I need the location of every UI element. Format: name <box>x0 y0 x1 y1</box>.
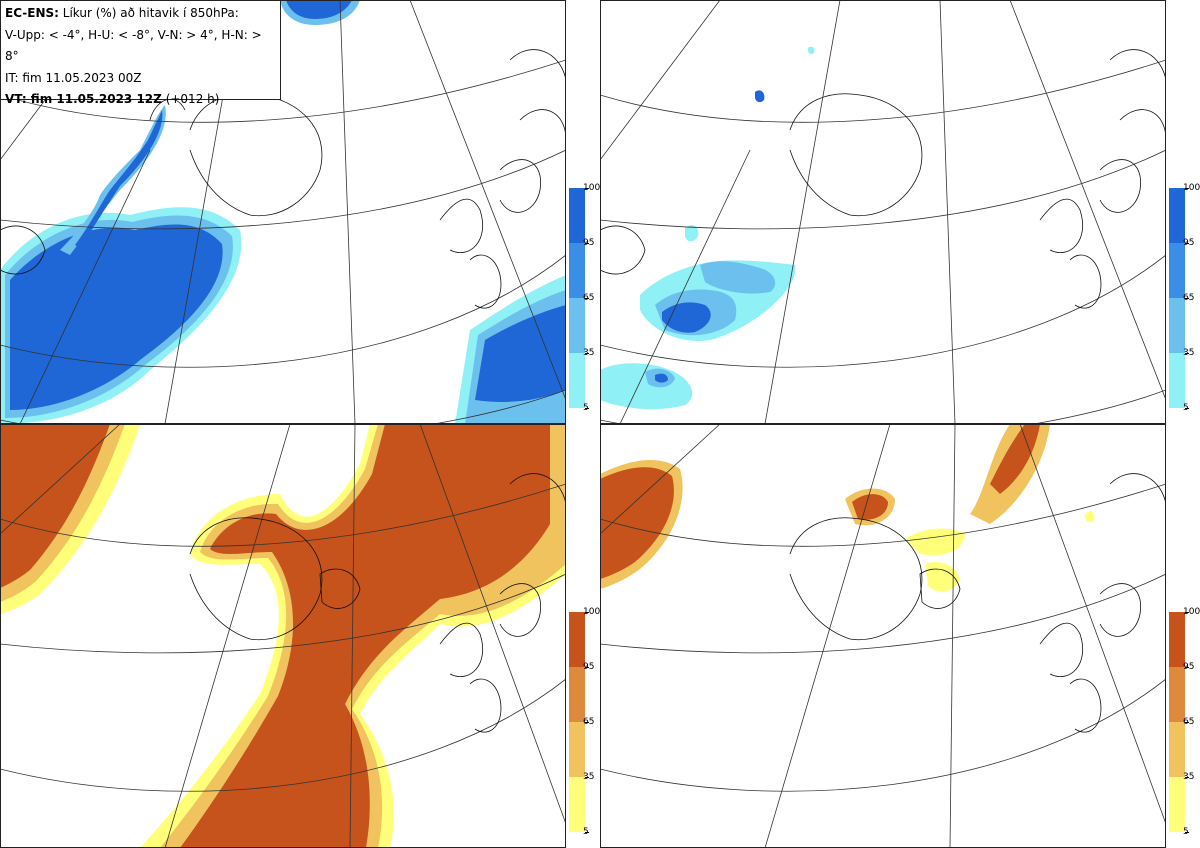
map-panel-cold-4 <box>0 0 566 424</box>
colorbar-segment <box>1169 612 1185 667</box>
map-panel-cold-8 <box>600 0 1166 424</box>
colorbar-label: 35 <box>1183 348 1195 358</box>
colorbar-segment <box>569 353 585 408</box>
colorbar-label: 5 <box>1183 403 1189 413</box>
colorbar-tick <box>1185 408 1189 409</box>
colorbar-tick <box>1185 188 1189 189</box>
info-line-1: EC-ENS: Líkur (%) að hitavik í 850hPa: <box>5 6 239 20</box>
coastlines <box>789 473 1166 733</box>
colorbar-label: 5 <box>1183 827 1189 837</box>
probability-field <box>600 424 1095 592</box>
colorbar-label: 35 <box>583 772 595 782</box>
info-line-2: V-Upp: < -4°, H-U: < -8°, V-N: > 4°, H-N… <box>5 27 262 64</box>
info-line-4: VT: fim 11.05.2023 12Z (+012 h) <box>5 92 220 106</box>
colorbar-segment <box>1169 777 1185 832</box>
colorbar-tick <box>585 408 589 409</box>
colorbar-orange-right: 100 95 65 35 5 <box>1169 607 1200 837</box>
colorbar-label: 100 <box>1183 607 1200 617</box>
colorbar-segment <box>1169 353 1185 408</box>
colorbar-blue-left: 100 95 65 35 5 <box>569 183 600 413</box>
colorbar-label: 100 <box>583 183 601 193</box>
colorbar-label: 5 <box>583 827 589 837</box>
colorbar-tick <box>585 188 589 189</box>
colorbar-tick <box>585 832 589 833</box>
colorbar-segment <box>569 667 585 722</box>
colorbar-segment <box>1169 667 1185 722</box>
colorbar-tick <box>585 667 589 668</box>
colorbar-orange-left: 100 95 65 35 5 <box>569 607 600 837</box>
colorbar-segment <box>569 612 585 667</box>
colorbar-segment <box>569 243 585 298</box>
colorbar-tick <box>1185 832 1189 833</box>
colorbar-segment <box>1169 188 1185 243</box>
colorbar-segment <box>569 298 585 353</box>
colorbar-tick <box>1185 722 1189 723</box>
map-panel-warm-4 <box>0 424 566 848</box>
colorbar-segment <box>1169 298 1185 353</box>
colorbar-tick <box>1185 777 1189 778</box>
colorbar-segment <box>569 722 585 777</box>
colorbar-segment <box>569 188 585 243</box>
colorbar-tick <box>585 612 589 613</box>
colorbar-tick <box>585 243 589 244</box>
colorbar-tick <box>585 353 589 354</box>
colorbar-label: 65 <box>1183 293 1195 303</box>
colorbar-label: 95 <box>583 238 595 248</box>
probability-field <box>600 46 815 410</box>
colorbar-label: 65 <box>583 293 595 303</box>
colorbar-label: 35 <box>1183 772 1195 782</box>
colorbar-label: 95 <box>1183 662 1195 672</box>
info-box: EC-ENS: Líkur (%) að hitavik í 850hPa: V… <box>0 0 281 106</box>
map-warm-4 <box>0 424 566 848</box>
colorbar-label: 5 <box>583 403 589 413</box>
probability-field <box>0 0 566 424</box>
colorbar-label: 65 <box>1183 717 1195 727</box>
coastlines <box>189 473 566 733</box>
graticule <box>0 424 566 848</box>
graticule <box>600 0 1166 424</box>
colorbar-tick <box>1185 612 1189 613</box>
colorbar-tick <box>585 777 589 778</box>
map-warm-8 <box>600 424 1166 848</box>
colorbar-label: 65 <box>583 717 595 727</box>
probability-field <box>0 424 566 848</box>
colorbar-tick <box>1185 667 1189 668</box>
colorbar-tick <box>1185 243 1189 244</box>
map-panel-warm-8 <box>600 424 1166 848</box>
colorbar-tick <box>585 298 589 299</box>
colorbar-segment <box>1169 243 1185 298</box>
colorbar-label: 35 <box>583 348 595 358</box>
colorbar-label: 95 <box>1183 238 1195 248</box>
info-line-3: IT: fim 11.05.2023 00Z <box>5 70 142 85</box>
graticule <box>600 424 1166 848</box>
colorbar-tick <box>1185 298 1189 299</box>
colorbar-label: 95 <box>583 662 595 672</box>
colorbar-tick <box>1185 353 1189 354</box>
map-cold-8 <box>600 0 1166 424</box>
colorbar-segment <box>1169 722 1185 777</box>
colorbar-segment <box>569 777 585 832</box>
colorbar-label: 100 <box>583 607 601 617</box>
colorbar-tick <box>585 722 589 723</box>
colorbar-blue-right: 100 95 65 35 5 <box>1169 183 1200 413</box>
colorbar-label: 100 <box>1183 183 1200 193</box>
